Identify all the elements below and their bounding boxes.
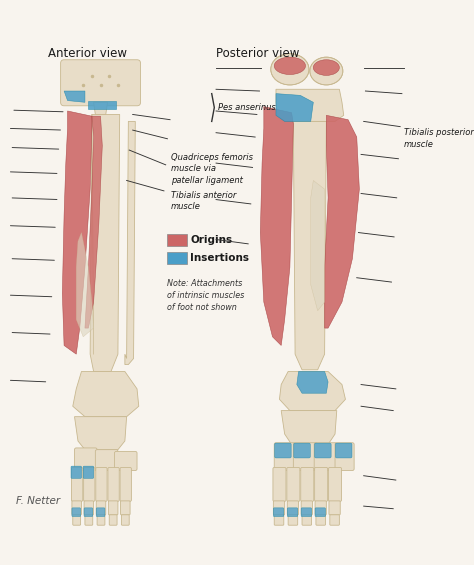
FancyBboxPatch shape [74, 448, 97, 471]
FancyBboxPatch shape [167, 234, 187, 246]
FancyBboxPatch shape [287, 508, 298, 516]
FancyBboxPatch shape [95, 450, 118, 471]
FancyBboxPatch shape [273, 501, 285, 515]
Ellipse shape [310, 57, 343, 85]
Ellipse shape [274, 57, 306, 75]
FancyBboxPatch shape [108, 467, 119, 501]
FancyBboxPatch shape [85, 515, 93, 525]
Polygon shape [311, 180, 325, 311]
FancyBboxPatch shape [329, 501, 340, 515]
FancyBboxPatch shape [167, 251, 187, 264]
Ellipse shape [313, 60, 339, 75]
FancyBboxPatch shape [301, 501, 312, 515]
Text: Tibialis anterior
muscle: Tibialis anterior muscle [171, 191, 236, 211]
FancyBboxPatch shape [273, 467, 286, 501]
FancyBboxPatch shape [273, 508, 284, 516]
Polygon shape [76, 233, 93, 337]
Ellipse shape [271, 54, 309, 85]
Polygon shape [281, 411, 337, 445]
Polygon shape [293, 121, 326, 370]
FancyBboxPatch shape [287, 467, 300, 501]
Polygon shape [260, 107, 293, 345]
Polygon shape [125, 121, 135, 364]
FancyBboxPatch shape [336, 443, 352, 458]
FancyBboxPatch shape [328, 467, 342, 501]
FancyBboxPatch shape [294, 443, 310, 458]
FancyBboxPatch shape [96, 508, 105, 516]
FancyBboxPatch shape [72, 467, 83, 501]
Text: Anterior view: Anterior view [48, 47, 128, 60]
FancyBboxPatch shape [316, 515, 326, 525]
FancyBboxPatch shape [114, 451, 137, 471]
Polygon shape [325, 115, 359, 328]
Polygon shape [280, 372, 346, 411]
Polygon shape [297, 372, 328, 393]
Text: Origins: Origins [190, 236, 232, 245]
FancyBboxPatch shape [71, 466, 82, 479]
FancyBboxPatch shape [109, 515, 117, 525]
FancyBboxPatch shape [315, 443, 331, 458]
Polygon shape [276, 94, 313, 121]
Text: Note: Attachments
of intrinsic muscles
of foot not shown: Note: Attachments of intrinsic muscles o… [167, 280, 245, 312]
Polygon shape [73, 372, 139, 416]
FancyBboxPatch shape [83, 466, 93, 479]
Polygon shape [93, 102, 108, 115]
FancyBboxPatch shape [302, 515, 311, 525]
Text: F. Netter: F. Netter [16, 496, 61, 506]
Text: Quadriceps femoris
muscle via
patellar ligament: Quadriceps femoris muscle via patellar l… [171, 153, 253, 185]
FancyBboxPatch shape [109, 501, 118, 515]
FancyBboxPatch shape [293, 443, 318, 471]
FancyBboxPatch shape [83, 467, 95, 501]
Text: Insertions: Insertions [190, 253, 249, 263]
Polygon shape [74, 416, 127, 450]
FancyBboxPatch shape [121, 515, 129, 525]
FancyBboxPatch shape [330, 515, 339, 525]
FancyBboxPatch shape [301, 508, 311, 516]
FancyBboxPatch shape [335, 443, 354, 471]
Polygon shape [63, 111, 92, 354]
FancyBboxPatch shape [120, 467, 131, 501]
FancyBboxPatch shape [84, 501, 93, 515]
Polygon shape [85, 116, 102, 328]
FancyBboxPatch shape [287, 501, 299, 515]
FancyBboxPatch shape [315, 501, 326, 515]
FancyBboxPatch shape [288, 515, 298, 525]
FancyBboxPatch shape [96, 501, 106, 515]
FancyBboxPatch shape [84, 508, 93, 516]
FancyBboxPatch shape [72, 501, 82, 515]
Polygon shape [64, 91, 85, 102]
Polygon shape [90, 115, 119, 372]
FancyBboxPatch shape [301, 467, 314, 501]
Text: Pes anserinus: Pes anserinus [218, 103, 275, 112]
FancyBboxPatch shape [97, 515, 105, 525]
FancyBboxPatch shape [72, 508, 81, 516]
FancyBboxPatch shape [274, 515, 284, 525]
Text: Posterior view: Posterior view [216, 47, 300, 60]
FancyBboxPatch shape [96, 467, 107, 501]
FancyBboxPatch shape [120, 501, 130, 515]
FancyBboxPatch shape [314, 443, 337, 471]
Polygon shape [89, 101, 116, 109]
FancyBboxPatch shape [274, 443, 291, 458]
Polygon shape [276, 89, 344, 121]
FancyBboxPatch shape [274, 443, 295, 471]
FancyBboxPatch shape [315, 508, 326, 516]
FancyBboxPatch shape [73, 515, 81, 525]
Text: Tibialis posterior
muscle: Tibialis posterior muscle [404, 128, 474, 149]
FancyBboxPatch shape [61, 60, 140, 106]
FancyBboxPatch shape [315, 467, 328, 501]
